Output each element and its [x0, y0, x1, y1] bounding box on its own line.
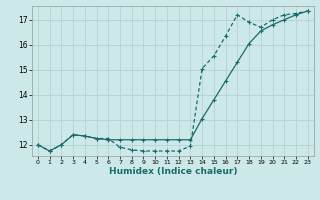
X-axis label: Humidex (Indice chaleur): Humidex (Indice chaleur) [108, 167, 237, 176]
